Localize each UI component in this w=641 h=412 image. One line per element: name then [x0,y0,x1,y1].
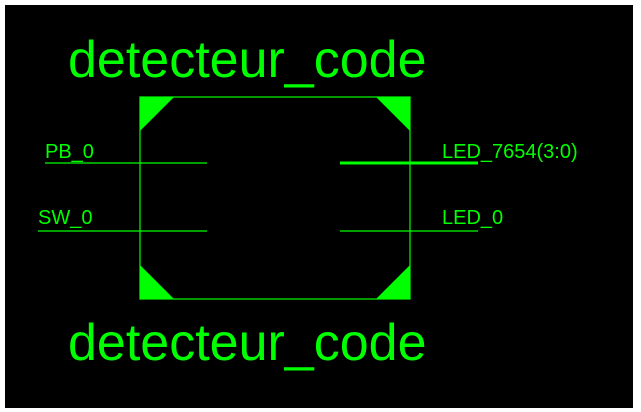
corner-marker-bottom-left [140,265,174,299]
corner-marker-top-right [376,97,410,131]
block-name-bottom: detecteur_code [68,314,427,372]
corner-marker-top-left [140,97,174,131]
pin-label-led0: LED_0 [442,207,504,229]
pin-label-pb0: PB_0 [45,141,94,163]
block-name-top: detecteur_code [68,31,427,89]
schematic-canvas[interactable] [5,5,633,408]
corner-marker-bottom-right [376,265,410,299]
pin-label-led7654: LED_7654(3:0) [442,141,578,163]
block-body[interactable] [139,96,411,300]
pin-label-sw0: SW_0 [38,207,93,229]
